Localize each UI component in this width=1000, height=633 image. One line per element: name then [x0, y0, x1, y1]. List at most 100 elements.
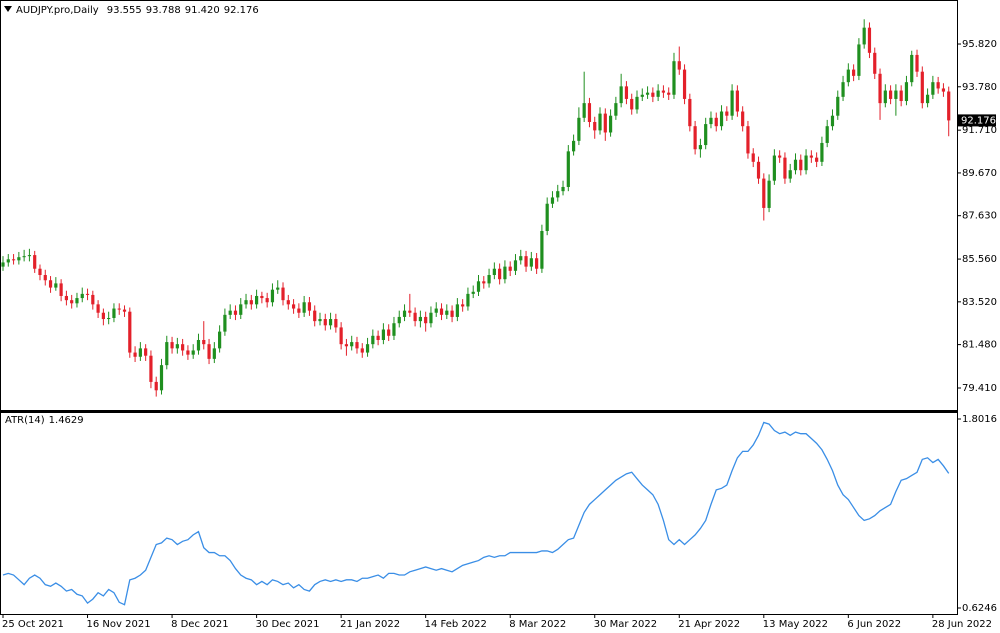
candle-body — [529, 258, 533, 267]
candle-body — [519, 256, 523, 261]
candle-body — [640, 94, 644, 97]
candle-body — [925, 94, 930, 104]
candle-body — [471, 291, 475, 294]
atr-panel — [0, 412, 958, 615]
candle-body — [545, 203, 549, 231]
candle-body — [815, 157, 819, 162]
candle-body — [772, 155, 776, 181]
x-tick-label: 8 Mar 2022 — [509, 619, 566, 630]
candle-body — [144, 348, 148, 356]
candle-body — [387, 329, 391, 336]
candle-body — [873, 52, 877, 74]
candle-body — [85, 293, 90, 295]
candle-body — [439, 308, 444, 315]
candle-body — [408, 310, 412, 313]
candle-body — [360, 348, 364, 353]
candle-body — [947, 91, 951, 121]
candle-body — [719, 111, 724, 127]
x-tick-label: 30 Dec 2021 — [256, 619, 320, 630]
candle-body — [677, 61, 681, 70]
candle-body — [244, 300, 248, 305]
candle-body — [762, 178, 766, 208]
y-tick-label: 87.630 — [962, 211, 997, 222]
symbol: AUDJPY.pro,Daily — [16, 5, 99, 16]
y-tick-label: 91.710 — [962, 125, 997, 136]
candle-body — [476, 281, 481, 292]
candle-body — [11, 259, 16, 261]
candle-body — [698, 145, 702, 150]
candle-body — [862, 27, 866, 45]
candle-body — [27, 255, 32, 257]
candle-body — [540, 230, 544, 269]
candle-body — [846, 69, 850, 83]
candle-body — [709, 117, 713, 125]
candle-body — [239, 304, 243, 315]
candle-body — [941, 88, 946, 92]
candle-body — [809, 155, 813, 158]
candle-body — [402, 310, 407, 317]
candle-body — [96, 304, 100, 313]
indicator-value: 1.4629 — [49, 415, 84, 426]
candle-body — [587, 103, 592, 122]
candle-body — [746, 126, 750, 154]
candle-body — [154, 381, 158, 391]
candle-body — [265, 298, 269, 303]
candle-body — [778, 155, 782, 158]
candle-body — [276, 287, 280, 290]
candle-body — [651, 92, 655, 97]
x-tick-label: 8 Dec 2021 — [171, 619, 229, 630]
y-tick-label: 95.820 — [962, 39, 997, 50]
menu-arrow — [4, 6, 12, 12]
candle-body — [793, 159, 798, 171]
candle-body — [508, 266, 512, 271]
price-tag — [958, 114, 996, 127]
candle-body — [54, 283, 58, 288]
candle-body — [535, 258, 539, 269]
candle-body — [138, 348, 142, 357]
candle-body — [17, 257, 21, 261]
candle-body — [48, 280, 53, 288]
close-label: 92.176 — [224, 5, 259, 16]
candle-body — [735, 90, 739, 112]
candle-body — [1, 262, 5, 267]
candle-body — [181, 344, 185, 351]
candle-body — [376, 335, 380, 340]
candle-body — [667, 92, 671, 95]
candle-body — [107, 317, 111, 320]
candle-body — [852, 69, 856, 76]
candle-body — [550, 197, 555, 204]
candle-body — [878, 73, 882, 104]
candle-body — [593, 121, 597, 131]
candle-body — [223, 314, 227, 332]
candle-body — [466, 293, 470, 307]
candle-body — [910, 54, 914, 83]
candle-body — [799, 159, 803, 171]
x-tick-label: 21 Jan 2022 — [340, 619, 400, 630]
candle-body — [22, 256, 26, 258]
y-tick-label: 83.520 — [962, 297, 997, 308]
candle-body — [867, 27, 872, 53]
candle-body — [212, 348, 216, 359]
candle-body — [725, 111, 729, 116]
candle-body — [841, 82, 845, 97]
candle-body — [825, 126, 829, 143]
candle-body — [112, 308, 116, 318]
x-tick-label: 30 Mar 2022 — [594, 619, 657, 630]
candle-body — [751, 153, 755, 162]
candle-body — [830, 115, 835, 127]
candle-body — [175, 344, 179, 349]
candle-body — [931, 82, 935, 95]
candle-body — [344, 344, 349, 347]
candle-body — [730, 90, 734, 116]
candle-body — [249, 300, 253, 305]
candle-body — [218, 331, 222, 349]
candle-body — [133, 352, 137, 357]
price-tag-label: 92.176 — [961, 115, 996, 126]
candle-body — [165, 342, 169, 366]
candle-body — [630, 98, 634, 110]
candle-body — [714, 117, 718, 127]
candle-body — [75, 298, 79, 304]
candle-body — [619, 86, 623, 104]
candle-body — [424, 316, 428, 324]
candle-body — [461, 304, 465, 307]
